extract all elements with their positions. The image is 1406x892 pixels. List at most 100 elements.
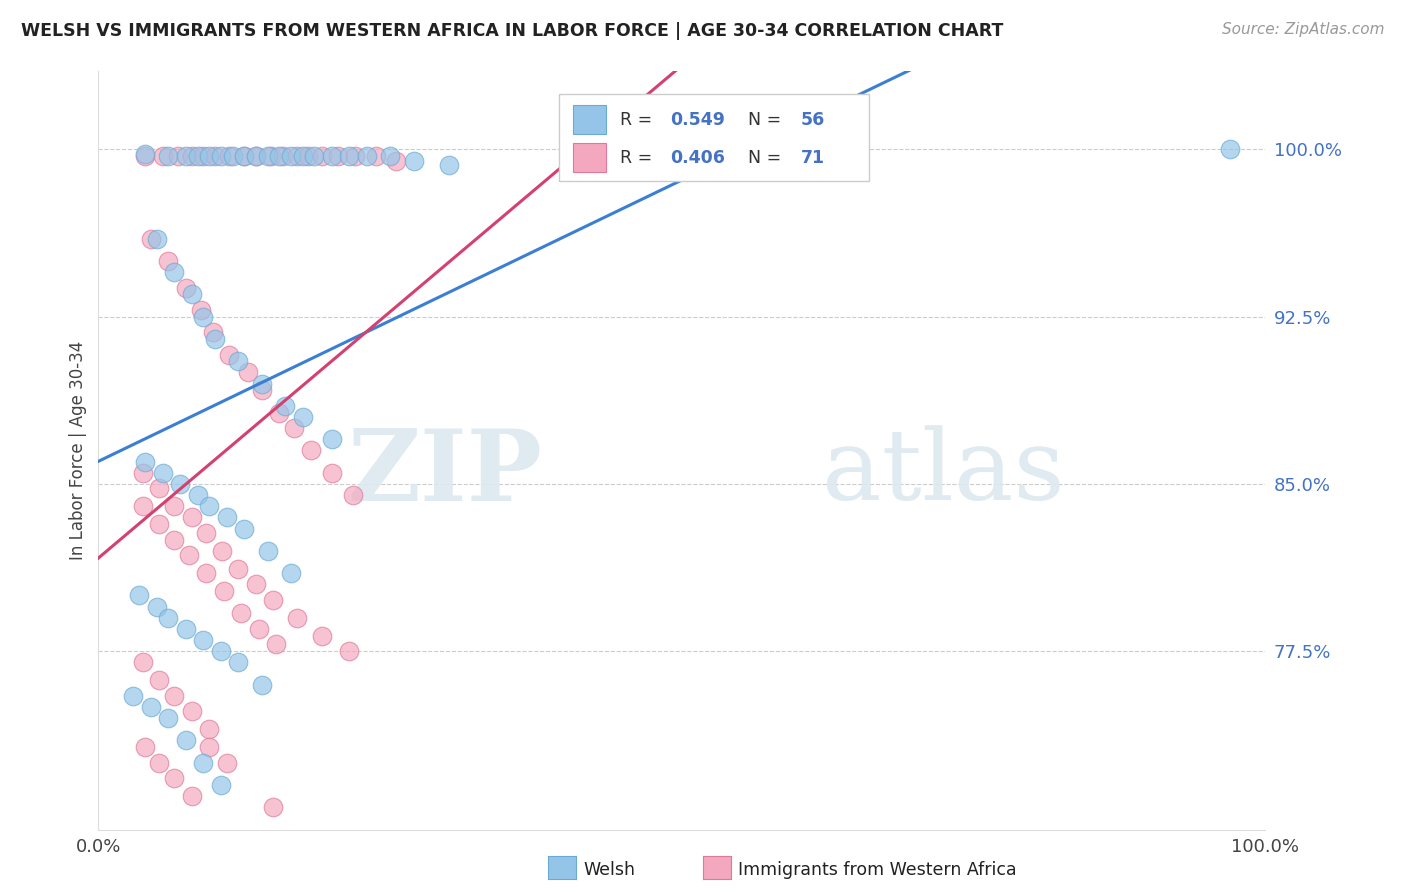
FancyBboxPatch shape <box>574 144 606 172</box>
Point <box>166 149 188 163</box>
Text: Immigrants from Western Africa: Immigrants from Western Africa <box>738 861 1017 879</box>
Point <box>190 302 212 317</box>
Point <box>250 677 273 691</box>
Point <box>187 488 209 502</box>
Text: 71: 71 <box>801 149 825 167</box>
Text: R =: R = <box>620 149 658 167</box>
Text: R =: R = <box>620 111 658 128</box>
Point <box>337 644 360 658</box>
Point <box>366 149 388 163</box>
Point <box>304 149 326 163</box>
Point <box>215 510 238 524</box>
Point <box>250 383 273 397</box>
Point <box>297 149 319 163</box>
Point <box>163 533 186 547</box>
Text: atlas: atlas <box>823 425 1064 521</box>
Text: N =: N = <box>737 111 786 128</box>
Point <box>326 149 349 163</box>
Point <box>385 153 408 168</box>
Point <box>180 510 202 524</box>
Point <box>148 756 170 770</box>
Point <box>344 149 367 163</box>
Point <box>174 622 197 636</box>
Point <box>249 622 271 636</box>
Point <box>256 149 278 163</box>
Point <box>271 149 294 163</box>
Point <box>146 599 169 614</box>
Point <box>311 628 333 642</box>
Point <box>209 644 232 658</box>
Point <box>146 231 169 245</box>
Text: ZIP: ZIP <box>347 425 541 522</box>
Point <box>437 158 460 172</box>
Point <box>209 149 232 163</box>
Point <box>250 376 273 391</box>
Point <box>132 655 155 669</box>
Point <box>211 543 233 558</box>
Point <box>321 149 343 163</box>
Point <box>132 499 155 513</box>
Text: 0.549: 0.549 <box>671 111 725 128</box>
Point <box>193 310 215 324</box>
Point <box>193 149 215 163</box>
Point <box>218 347 240 361</box>
Point <box>128 588 150 602</box>
Point <box>148 516 170 531</box>
Point <box>269 405 291 419</box>
Point <box>198 499 221 513</box>
Text: N =: N = <box>737 149 786 167</box>
Point <box>221 149 243 163</box>
Point <box>262 592 284 607</box>
Text: WELSH VS IMMIGRANTS FROM WESTERN AFRICA IN LABOR FORCE | AGE 30-34 CORRELATION C: WELSH VS IMMIGRANTS FROM WESTERN AFRICA … <box>21 22 1004 40</box>
Text: Source: ZipAtlas.com: Source: ZipAtlas.com <box>1222 22 1385 37</box>
Y-axis label: In Labor Force | Age 30-34: In Labor Force | Age 30-34 <box>69 341 87 560</box>
Point <box>198 149 221 163</box>
Point <box>283 421 305 435</box>
Point <box>280 566 302 580</box>
Point <box>262 800 284 814</box>
Point <box>152 149 174 163</box>
Point <box>152 466 174 480</box>
FancyBboxPatch shape <box>574 105 606 135</box>
Point <box>245 577 267 591</box>
Point <box>209 778 232 792</box>
Point <box>148 673 170 687</box>
Point <box>264 637 287 651</box>
Point <box>157 149 180 163</box>
Point <box>337 149 360 163</box>
Point <box>180 149 202 163</box>
Point <box>187 149 209 163</box>
Point <box>139 699 162 714</box>
Point <box>193 632 215 647</box>
Point <box>285 610 308 624</box>
Point <box>245 149 267 163</box>
Point <box>228 354 250 368</box>
Point <box>134 149 156 163</box>
Point <box>198 739 221 754</box>
Point <box>1219 142 1241 156</box>
Point <box>148 481 170 495</box>
Point <box>174 733 197 747</box>
Point <box>214 583 236 598</box>
Point <box>204 332 226 346</box>
Text: Welsh: Welsh <box>583 861 636 879</box>
Text: 56: 56 <box>801 111 825 128</box>
Point <box>218 149 240 163</box>
Point <box>122 689 145 703</box>
Point <box>193 756 215 770</box>
Point <box>311 149 333 163</box>
Point <box>134 739 156 754</box>
Point <box>356 149 378 163</box>
Point <box>163 499 186 513</box>
Point <box>132 466 155 480</box>
Point <box>233 149 256 163</box>
Point <box>194 566 217 580</box>
Point <box>134 454 156 468</box>
Point <box>233 521 256 535</box>
Point <box>215 756 238 770</box>
Point <box>163 265 186 279</box>
Point <box>194 525 217 540</box>
Point <box>233 149 256 163</box>
Point <box>256 543 278 558</box>
Point <box>229 606 252 620</box>
